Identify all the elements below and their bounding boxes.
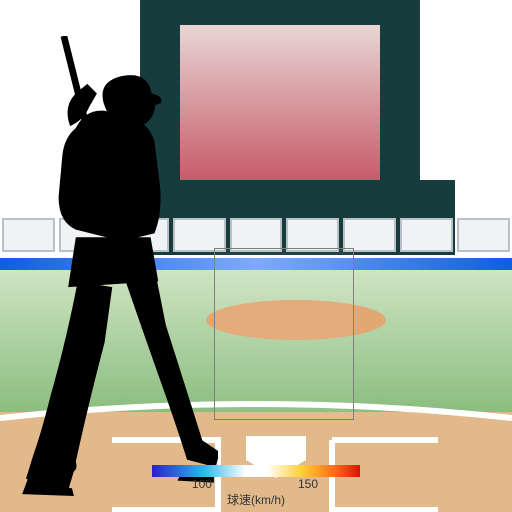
- velocity-legend: 100 150 球速(km/h): [152, 465, 360, 507]
- stand-section: [343, 218, 396, 252]
- velocity-axis-label: 球速(km/h): [152, 491, 360, 508]
- pitch-location-chart: 100 150 球速(km/h): [0, 0, 512, 512]
- stand-section: [400, 218, 453, 252]
- stand-section: [457, 218, 510, 252]
- velocity-tick: 100: [192, 477, 212, 491]
- stand-section: [286, 218, 339, 252]
- stand-section: [230, 218, 283, 252]
- batter-silhouette: [18, 36, 218, 496]
- velocity-tick: 150: [298, 477, 318, 491]
- strike-zone: [214, 248, 354, 420]
- velocity-ticks: 100 150: [152, 477, 360, 491]
- velocity-colorbar: [152, 465, 360, 477]
